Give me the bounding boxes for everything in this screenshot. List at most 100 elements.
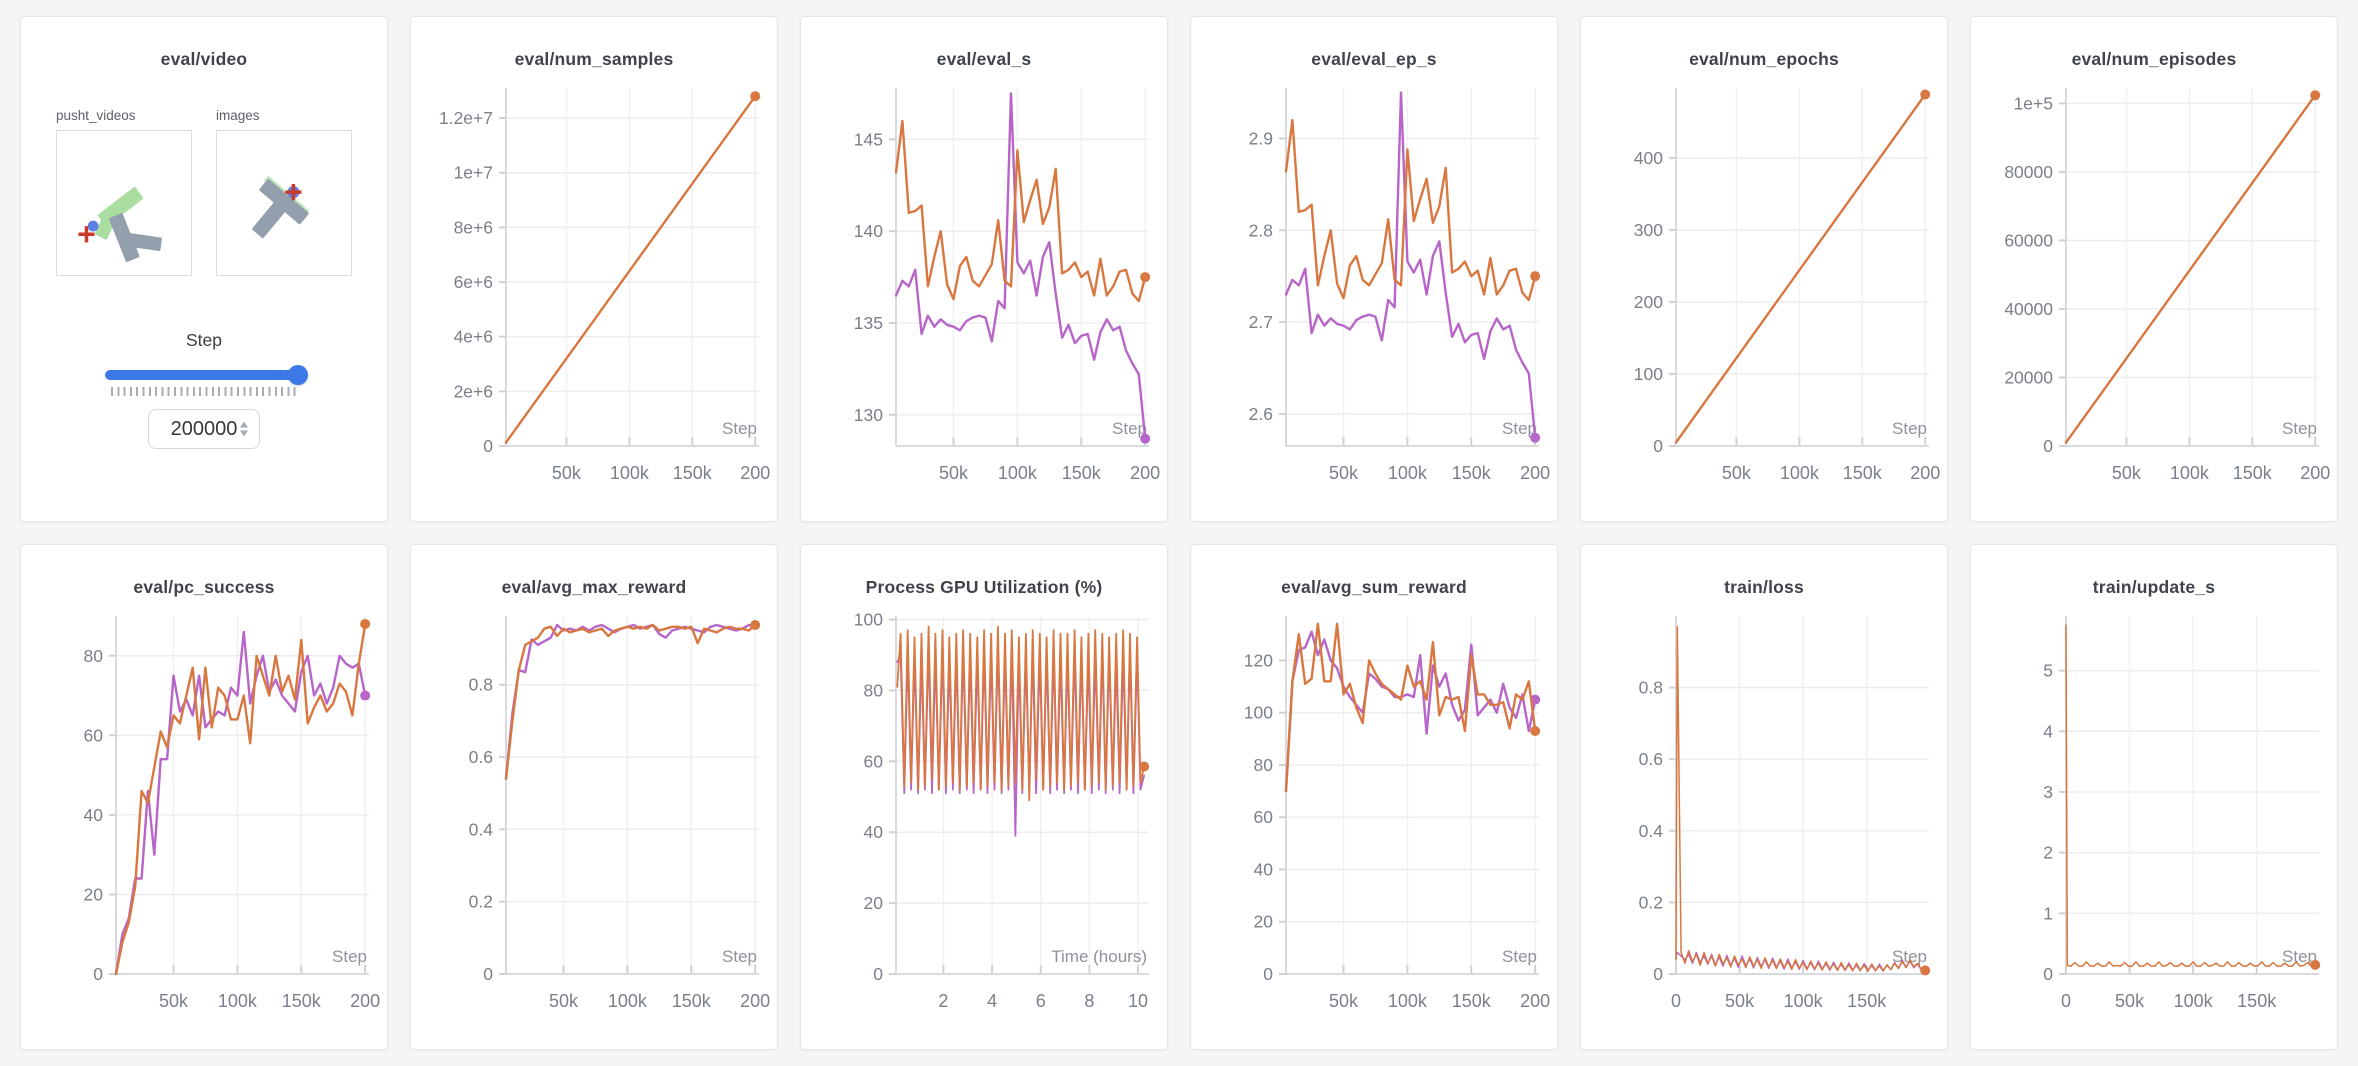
panel-title: eval/eval_s: [936, 49, 1032, 69]
svg-text:50k: 50k: [2115, 991, 2145, 1011]
svg-text:2: 2: [2043, 843, 2053, 863]
panel-title: eval/num_episodes: [2071, 49, 2237, 69]
svg-text:150k: 150k: [1843, 463, 1883, 483]
panel-title: eval/video: [160, 49, 248, 69]
chart-eval-eval-ep-s[interactable]: 2.6 2.7 2.8 2.9 50k 100k 150k 200 Step: [1191, 76, 1557, 506]
chart-process-gpu-utilization[interactable]: 0 20 40 60 80 100 2 4 6 8 10 Time (hours): [801, 604, 1167, 1034]
svg-text:40: 40: [1254, 859, 1274, 879]
svg-text:145: 145: [854, 129, 883, 149]
svg-text:Step: Step: [1892, 947, 1927, 966]
svg-text:Step: Step: [1502, 419, 1537, 438]
svg-text:Step: Step: [722, 419, 757, 438]
svg-text:0.4: 0.4: [1639, 821, 1664, 841]
stepper-up-icon[interactable]: [240, 421, 248, 428]
svg-text:0: 0: [873, 964, 883, 984]
svg-text:100k: 100k: [218, 991, 258, 1011]
chart-eval-num-epochs[interactable]: 0 100 200 300 400 50k 100k 150k 200 Step: [1581, 76, 1947, 506]
chart-eval-avg-sum-reward[interactable]: 0 20 40 60 80 100 120 50k 100k 150k 200 Step: [1191, 604, 1557, 1034]
step-slider-handle[interactable]: [288, 365, 308, 385]
pusht-video-thumbnail[interactable]: [56, 130, 192, 276]
step-slider[interactable]: [105, 365, 308, 385]
panel-title: eval/avg_sum_reward: [1281, 577, 1467, 597]
svg-text:50k: 50k: [1722, 463, 1752, 483]
svg-text:20000: 20000: [2004, 367, 2053, 387]
panel-title: eval/num_epochs: [1689, 49, 1839, 69]
chart-panel-process-gpu-utilization: Process GPU Utilization (%) 0 20 40 60 80 100…: [800, 544, 1168, 1050]
chart-panel-eval-pc-success: eval/pc_success 0 20 40 60 80 50k 100k 150k 200 S…: [20, 544, 388, 1050]
svg-text:100k: 100k: [998, 463, 1038, 483]
svg-text:150k: 150k: [673, 463, 713, 483]
chart-eval-num-samples[interactable]: 0 2e+6 4e+6 6e+6 8e+6 1e+7 1.2e+7 50k 100k 150k 20…: [411, 76, 777, 506]
svg-text:0: 0: [483, 436, 493, 456]
chart-panel-eval-eval-ep-s: eval/eval_ep_s 2.6 2.7 2.8 2.9 50k 100k 150k 20…: [1190, 16, 1558, 522]
svg-text:50k: 50k: [1329, 991, 1359, 1011]
step-stepper[interactable]: [240, 421, 248, 437]
svg-text:50k: 50k: [939, 463, 969, 483]
svg-text:0: 0: [2061, 991, 2071, 1011]
chart-panel-eval-num-epochs: eval/num_epochs 0 100 200 300 400 50k 100k 150k…: [1580, 16, 1948, 522]
chart-eval-avg-max-reward[interactable]: 0 0.2 0.4 0.6 0.8 50k 100k 150k 200 Step: [411, 604, 777, 1034]
chart-panel-eval-num-samples: eval/num_samples 0 2e+6 4e+6 6e+6 8e+6 1e+7 1.…: [410, 16, 778, 522]
svg-text:100: 100: [854, 610, 883, 630]
svg-text:100k: 100k: [1780, 463, 1820, 483]
svg-text:100k: 100k: [1388, 991, 1428, 1011]
step-value-input[interactable]: 200000: [148, 409, 260, 449]
svg-text:200: 200: [1130, 463, 1160, 483]
svg-text:135: 135: [854, 313, 883, 333]
chart-eval-pc-success[interactable]: 0 20 40 60 80 50k 100k 150k 200 Step: [21, 604, 387, 1034]
svg-text:200: 200: [1634, 292, 1663, 312]
svg-text:150k: 150k: [2233, 463, 2273, 483]
stepper-down-icon[interactable]: [240, 430, 248, 437]
chart-panel-eval-eval-s: eval/eval_s 130 135 140 145 50k 100k 150k 200 St…: [800, 16, 1168, 522]
panel-title: eval/pc_success: [133, 577, 275, 597]
svg-text:60000: 60000: [2004, 230, 2053, 250]
svg-text:0: 0: [1263, 964, 1273, 984]
pusht-scene-icon: [78, 186, 162, 263]
svg-text:200: 200: [1520, 463, 1550, 483]
svg-text:6: 6: [1036, 991, 1046, 1011]
svg-text:2.7: 2.7: [1249, 312, 1273, 332]
svg-text:50k: 50k: [549, 991, 579, 1011]
images-thumbnail[interactable]: [216, 130, 352, 276]
svg-text:2.9: 2.9: [1249, 128, 1273, 148]
chart-train-update-s[interactable]: 0 1 2 3 4 5 0 50k 100k 150k Step: [1971, 604, 2337, 1034]
step-slider-section: Step 200000: [21, 330, 387, 449]
svg-text:150k: 150k: [1062, 463, 1102, 483]
svg-text:Step: Step: [1892, 419, 1927, 438]
svg-text:2e+6: 2e+6: [454, 381, 493, 401]
svg-text:80: 80: [864, 680, 884, 700]
svg-text:100k: 100k: [1388, 463, 1428, 483]
svg-text:10: 10: [1128, 991, 1148, 1011]
media-label: images: [216, 108, 260, 123]
svg-text:Time (hours): Time (hours): [1051, 947, 1147, 966]
svg-text:2: 2: [938, 991, 948, 1011]
svg-text:2.6: 2.6: [1249, 404, 1273, 424]
svg-text:80: 80: [84, 646, 104, 666]
svg-text:0: 0: [1653, 436, 1663, 456]
step-slider-ticks: [111, 387, 297, 396]
chart-panel-eval-avg-sum-reward: eval/avg_sum_reward 0 20 40 60 80 100 120 50k 10…: [1190, 544, 1558, 1050]
svg-text:0: 0: [93, 964, 103, 984]
panel-title: train/loss: [1724, 577, 1804, 597]
panel-title: train/update_s: [2092, 577, 2216, 597]
svg-text:80000: 80000: [2004, 162, 2053, 182]
svg-text:8e+6: 8e+6: [454, 217, 493, 237]
svg-text:60: 60: [1254, 807, 1274, 827]
svg-text:150k: 150k: [1847, 991, 1887, 1011]
step-slider-track[interactable]: [105, 370, 303, 380]
svg-text:20: 20: [864, 893, 884, 913]
svg-text:150k: 150k: [1452, 463, 1492, 483]
step-slider-label: Step: [186, 330, 222, 350]
svg-text:0.6: 0.6: [1639, 749, 1663, 769]
chart-eval-eval-s[interactable]: 130 135 140 145 50k 100k 150k 200 Step: [801, 76, 1167, 506]
media-images: images: [216, 108, 352, 276]
svg-text:Step: Step: [332, 947, 367, 966]
svg-text:0: 0: [2043, 964, 2053, 984]
svg-text:100: 100: [1244, 703, 1273, 723]
panel-title: eval/eval_ep_s: [1311, 49, 1437, 69]
svg-text:20: 20: [84, 884, 104, 904]
chart-train-loss[interactable]: 0 0.2 0.4 0.6 0.8 0 50k 100k 150k Step: [1581, 604, 1947, 1034]
svg-text:0: 0: [1653, 964, 1663, 984]
chart-eval-num-episodes[interactable]: 0 20000 40000 60000 80000 1e+5 50k 100k 150k 200 S…: [1971, 76, 2337, 506]
media-row: pusht_videos: [21, 108, 387, 276]
